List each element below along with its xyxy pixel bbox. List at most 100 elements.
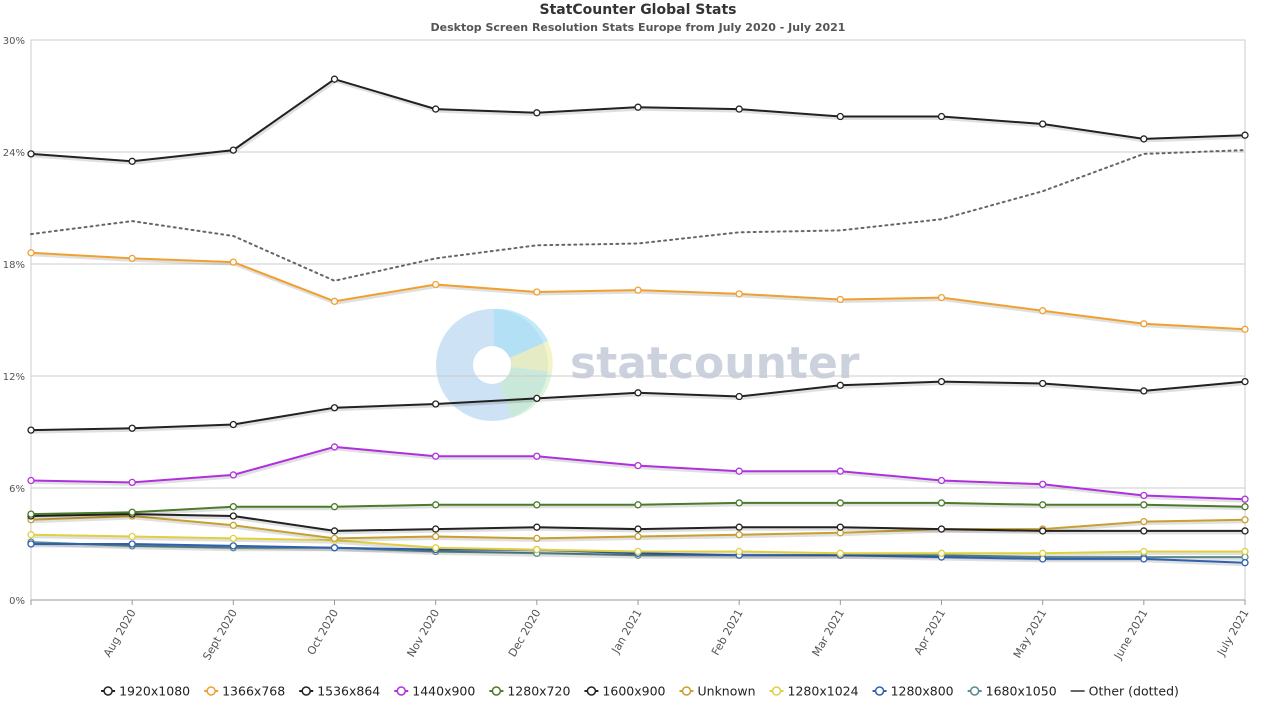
- legend-label-other-dotted: Other (dotted): [1089, 684, 1179, 699]
- data-point-1536x864: [836, 381, 844, 389]
- data-point-unknown: [735, 531, 743, 539]
- legend-item-1280x800: 1280x800: [872, 684, 954, 699]
- data-point-1366x768: [1140, 320, 1148, 328]
- data-point-1600x900: [330, 527, 339, 535]
- data-point-1600x900: [735, 523, 743, 531]
- data-point-1280x800: [1241, 559, 1249, 567]
- data-point-1920x1080: [735, 105, 743, 113]
- series-line-1440x900: [30, 445, 1246, 501]
- legend-item-unknown: Unknown: [679, 684, 756, 699]
- legend-marker-unknown: [681, 686, 692, 696]
- data-point-1600x900: [533, 523, 541, 531]
- x-tick-label: Sept 2020: [200, 607, 240, 662]
- data-point-1366x768: [1241, 325, 1249, 333]
- data-point-1280x720: [836, 499, 844, 507]
- data-point-1280x1024: [1140, 547, 1148, 556]
- x-tick-label: Nov 2020: [405, 607, 443, 659]
- data-point-1536x864: [634, 389, 642, 397]
- data-point-1536x864: [432, 400, 440, 408]
- data-point-1536x864: [735, 392, 743, 401]
- data-point-1280x720: [1241, 503, 1249, 511]
- x-tick-label: July 2021: [1214, 607, 1251, 659]
- data-point-1440x900: [937, 476, 946, 485]
- data-point-1440x900: [27, 476, 35, 485]
- data-point-1600x900: [836, 523, 844, 531]
- x-tick-label: May 2021: [1011, 607, 1049, 660]
- statcounter-watermark: statcounter: [436, 308, 860, 421]
- watermark-text: statcounter: [570, 338, 860, 389]
- data-point-1280x1024: [1241, 547, 1249, 556]
- y-tick-label: 30%: [3, 36, 25, 47]
- data-point-1440x900: [432, 452, 440, 460]
- data-point-1536x864: [229, 420, 237, 429]
- x-tick-label: Mar 2021: [810, 607, 847, 659]
- data-point-1366x768: [229, 258, 237, 266]
- data-point-1600x900: [229, 512, 237, 520]
- data-point-1600x900: [1241, 527, 1249, 535]
- data-point-unknown: [229, 521, 237, 529]
- data-point-1280x800: [27, 540, 35, 548]
- data-point-1366x768: [634, 286, 642, 294]
- data-point-1536x864: [533, 394, 541, 403]
- x-tick-label: June 2021: [1111, 607, 1150, 662]
- legend-item-1440x900: 1440x900: [394, 684, 475, 699]
- data-point-1366x768: [836, 295, 844, 304]
- legend-label-1280x800: 1280x800: [891, 684, 954, 699]
- data-point-1366x768: [128, 254, 136, 263]
- series-shadow-1440x900: [31, 447, 1247, 503]
- legend-label-unknown: Unknown: [698, 684, 756, 699]
- data-point-1440x900: [330, 443, 339, 451]
- legend-marker-1280x800: [874, 686, 885, 696]
- data-point-1920x1080: [27, 150, 35, 158]
- data-point-1440x900: [634, 461, 642, 470]
- legend-label-1440x900: 1440x900: [412, 684, 475, 699]
- data-point-1440x900: [1140, 491, 1148, 500]
- legend-label-1920x1080: 1920x1080: [119, 684, 190, 699]
- legend-item-1536x864: 1536x864: [299, 684, 380, 699]
- legend-item-1280x720: 1280x720: [489, 684, 570, 699]
- data-point-1440x900: [128, 478, 136, 487]
- legend-item-other-dotted: Other (dotted): [1070, 684, 1179, 699]
- data-point-unknown: [533, 534, 541, 543]
- data-point-1920x1080: [533, 109, 541, 117]
- data-point-1366x768: [735, 290, 743, 298]
- chart-title: StatCounter Global Stats: [539, 2, 736, 18]
- data-point-1536x864: [27, 426, 35, 434]
- y-tick-label: 6%: [9, 484, 25, 495]
- chart-subtitle: Desktop Screen Resolution Stats Europe f…: [431, 21, 846, 34]
- legend-item-1600x900: 1600x900: [584, 684, 666, 699]
- data-point-unknown: [330, 534, 339, 543]
- data-point-1366x768: [330, 297, 339, 305]
- data-point-1280x1024: [1039, 549, 1047, 557]
- series-line-other-dotted: [30, 149, 1246, 282]
- data-point-1366x768: [937, 293, 946, 302]
- data-point-1280x800: [1140, 555, 1148, 563]
- data-point-1366x768: [533, 288, 541, 296]
- data-point-1440x900: [533, 452, 541, 460]
- x-tick-label: Apr 2021: [912, 607, 949, 657]
- data-point-unknown: [432, 532, 440, 541]
- legend-marker-1280x720: [491, 686, 502, 696]
- data-point-1280x1024: [836, 549, 844, 557]
- x-tick-label: Oct 2020: [305, 607, 342, 657]
- data-point-1920x1080: [1140, 135, 1148, 143]
- data-point-1280x1024: [533, 545, 541, 554]
- series-shadow-1920x1080: [31, 79, 1247, 165]
- data-point-1440x900: [836, 467, 844, 475]
- legend-marker-1600x900: [586, 686, 597, 696]
- data-point-1536x864: [1039, 379, 1047, 388]
- legend-item-1680x1050: 1680x1050: [967, 684, 1057, 699]
- data-point-1440x900: [1039, 480, 1047, 488]
- data-point-1600x900: [432, 525, 440, 533]
- legend-label-1600x900: 1600x900: [602, 684, 665, 699]
- data-point-1536x864: [1140, 387, 1148, 395]
- data-point-1280x1024: [735, 547, 743, 556]
- data-point-unknown: [1241, 516, 1249, 524]
- legend-marker-1366x768: [206, 686, 216, 696]
- data-point-1366x768: [1039, 307, 1047, 315]
- data-point-1280x720: [1140, 501, 1148, 509]
- legend-item-1920x1080: 1920x1080: [101, 684, 190, 699]
- data-point-1536x864: [1241, 377, 1249, 386]
- data-point-1280x800: [330, 544, 339, 552]
